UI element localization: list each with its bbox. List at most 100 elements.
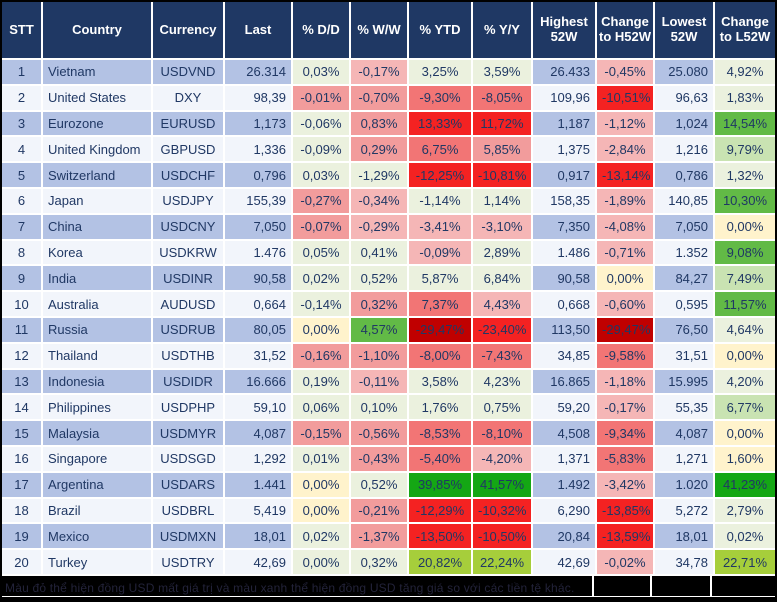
cell-change-to-l52w: 11,57% <box>714 291 775 318</box>
cell-currency: USDSGD <box>152 445 225 473</box>
cell-change-to-h52w: -9,34% <box>596 420 655 447</box>
cell-highest-52w: 0,668 <box>532 291 597 318</box>
cell-currency: AUDUSD <box>152 291 225 318</box>
cell-last: 0,796 <box>224 162 293 189</box>
cell-change-to-h52w: -13,14% <box>596 162 655 189</box>
cell-pct-ww: 4,57% <box>350 316 409 344</box>
footer-column-divider <box>592 575 594 596</box>
column-header-country: Country <box>42 2 153 60</box>
cell-change-to-h52w: -0,71% <box>596 239 655 267</box>
cell-highest-52w: 6,290 <box>532 497 597 525</box>
cell-pct-dd: -0,06% <box>292 110 351 138</box>
cell-pct-ytd: 39,85% <box>408 471 473 499</box>
cell-stt: 15 <box>2 420 43 447</box>
cell-country: Brazil <box>42 497 153 525</box>
cell-pct-yy: 5,85% <box>472 136 533 164</box>
table-row: 11 Russia USDRUB 80,05 0,00% 4,57% -29,47% -23,… <box>2 316 775 344</box>
cell-change-to-h52w: -0,60% <box>596 291 655 318</box>
cell-change-to-l52w: 4,20% <box>714 368 775 396</box>
cell-pct-yy: 1,14% <box>472 187 533 215</box>
table-row: 13 Indonesia USDIDR 16.666 0,19% -0,11% 3,58% 4… <box>2 368 775 396</box>
cell-currency: USDJPY <box>152 187 225 215</box>
cell-pct-dd: 0,00% <box>292 471 351 499</box>
cell-pct-yy: 2,89% <box>472 239 533 267</box>
cell-pct-dd: 0,02% <box>292 523 351 551</box>
cell-highest-52w: 113,50 <box>532 316 597 344</box>
cell-stt: 14 <box>2 394 43 422</box>
table-row: 9 India USDINR 90,58 0,02% 0,52% 5,87% 6,84% 90,… <box>2 265 775 293</box>
cell-pct-dd: -0,15% <box>292 420 351 447</box>
cell-currency: USDVND <box>152 59 225 86</box>
cell-lowest-52w: 5,272 <box>654 497 715 525</box>
cell-pct-ww: 0,29% <box>350 136 409 164</box>
cell-lowest-52w: 31,51 <box>654 342 715 370</box>
cell-country: China <box>42 213 153 241</box>
cell-country: Singapore <box>42 445 153 473</box>
cell-pct-dd: 0,00% <box>292 316 351 344</box>
cell-pct-ytd: -12,25% <box>408 162 473 189</box>
cell-last: 90,58 <box>224 265 293 293</box>
cell-country: Argentina <box>42 471 153 499</box>
cell-country: United Kingdom <box>42 136 153 164</box>
cell-country: India <box>42 265 153 293</box>
cell-pct-ww: -0,56% <box>350 420 409 447</box>
footer-note: Màu đỏ thể hiện đồng USD mất giá trị và … <box>5 580 575 595</box>
cell-pct-yy: 3,59% <box>472 59 533 86</box>
cell-pct-dd: 0,05% <box>292 239 351 267</box>
cell-change-to-l52w: 10,30% <box>714 187 775 215</box>
cell-pct-yy: 0,75% <box>472 394 533 422</box>
cell-stt: 19 <box>2 523 43 551</box>
cell-currency: USDPHP <box>152 394 225 422</box>
cell-change-to-l52w: 0,00% <box>714 213 775 241</box>
cell-lowest-52w: 96,63 <box>654 84 715 112</box>
cell-stt: 13 <box>2 368 43 396</box>
cell-pct-yy: -8,05% <box>472 84 533 112</box>
cell-lowest-52w: 1,271 <box>654 445 715 473</box>
cell-pct-yy: -3,10% <box>472 213 533 241</box>
table-row: 16 Singapore USDSGD 1,292 0,01% -0,43% -5,40% -… <box>2 445 775 473</box>
cell-pct-ww: -0,70% <box>350 84 409 112</box>
footer-column-divider <box>650 575 652 596</box>
cell-currency: USDTHB <box>152 342 225 370</box>
cell-last: 4,087 <box>224 420 293 447</box>
table-row: 3 Eurozone EURUSD 1,173 -0,06% 0,83% 13,33% 11,… <box>2 110 775 138</box>
cell-change-to-h52w: -0,17% <box>596 394 655 422</box>
cell-change-to-h52w: -1,18% <box>596 368 655 396</box>
cell-last: 18,01 <box>224 523 293 551</box>
cell-country: Philippines <box>42 394 153 422</box>
table-row: 10 Australia AUDUSD 0,664 -0,14% 0,32% 7,37% 4,… <box>2 291 775 318</box>
cell-pct-ww: -1,10% <box>350 342 409 370</box>
cell-pct-dd: 0,01% <box>292 445 351 473</box>
column-header-stt: STT <box>2 2 43 60</box>
cell-pct-ytd: -8,53% <box>408 420 473 447</box>
cell-lowest-52w: 34,78 <box>654 549 715 576</box>
cell-highest-52w: 109,96 <box>532 84 597 112</box>
cell-lowest-52w: 55,35 <box>654 394 715 422</box>
cell-country: Thailand <box>42 342 153 370</box>
cell-last: 42,69 <box>224 549 293 576</box>
cell-currency: USDCNY <box>152 213 225 241</box>
cell-lowest-52w: 140,85 <box>654 187 715 215</box>
cell-pct-ytd: -1,14% <box>408 187 473 215</box>
cell-pct-yy: -8,10% <box>472 420 533 447</box>
cell-stt: 1 <box>2 59 43 86</box>
cell-pct-ytd: 6,75% <box>408 136 473 164</box>
cell-last: 26.314 <box>224 59 293 86</box>
cell-pct-yy: 22,24% <box>472 549 533 576</box>
cell-pct-ytd: -13,50% <box>408 523 473 551</box>
cell-highest-52w: 0,917 <box>532 162 597 189</box>
column-header-currency: Currency <box>152 2 225 60</box>
cell-currency: USDMYR <box>152 420 225 447</box>
cell-last: 16.666 <box>224 368 293 396</box>
cell-lowest-52w: 76,50 <box>654 316 715 344</box>
cell-lowest-52w: 15.995 <box>654 368 715 396</box>
cell-stt: 3 <box>2 110 43 138</box>
cell-country: Japan <box>42 187 153 215</box>
cell-highest-52w: 34,85 <box>532 342 597 370</box>
cell-change-to-h52w: -1,89% <box>596 187 655 215</box>
cell-country: Russia <box>42 316 153 344</box>
cell-pct-yy: -4,20% <box>472 445 533 473</box>
cell-pct-yy: 4,23% <box>472 368 533 396</box>
cell-pct-ytd: -9,30% <box>408 84 473 112</box>
